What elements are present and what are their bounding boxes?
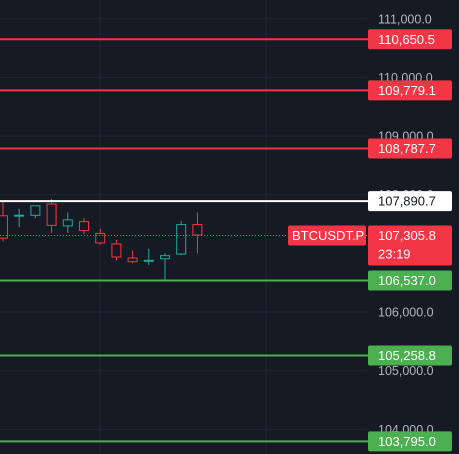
candle-body[interactable] [143, 259, 154, 262]
level-price-tag [368, 191, 452, 212]
candle-body[interactable] [95, 232, 106, 244]
y-tick-label: 111,000.0 [378, 12, 432, 26]
candle-body[interactable] [30, 205, 41, 216]
level-price-label: 107,890.7 [378, 194, 436, 209]
candle-body[interactable] [0, 215, 8, 239]
level-price-label: 105,258.8 [378, 348, 436, 363]
level-price-tag [368, 431, 452, 452]
candle-body[interactable] [14, 214, 25, 217]
level-price-label: 110,650.5 [378, 32, 435, 47]
candle-body[interactable] [192, 224, 203, 236]
level-price-label: 103,795.0 [378, 434, 436, 449]
candle-body[interactable] [62, 219, 73, 227]
level-price-tag [368, 80, 452, 101]
symbol-label: BTCUSDT.P [292, 228, 364, 243]
level-price-label: 106,537.0 [378, 273, 436, 288]
level-price-label: 109,779.1 [378, 83, 436, 98]
bar-countdown-label: 23:19 [378, 246, 411, 261]
y-tick-label: 106,000.0 [378, 306, 434, 320]
level-price-tag [368, 29, 452, 50]
level-price-tag [368, 138, 452, 159]
candle-body[interactable] [46, 203, 57, 226]
candle-body[interactable] [176, 224, 187, 255]
level-price-tag [368, 345, 452, 366]
level-price-tag [368, 270, 452, 291]
candle-body[interactable] [127, 257, 138, 263]
candle-body[interactable] [79, 221, 89, 232]
candle-body[interactable] [111, 243, 122, 258]
level-price-label: 108,787.7 [378, 141, 436, 156]
last-price-label: 107,305.8 [378, 228, 436, 243]
y-tick-label: 105,000.0 [378, 364, 434, 378]
candle-body[interactable] [160, 255, 170, 260]
symbol-tag [288, 225, 366, 246]
last-price-tag [368, 225, 452, 266]
